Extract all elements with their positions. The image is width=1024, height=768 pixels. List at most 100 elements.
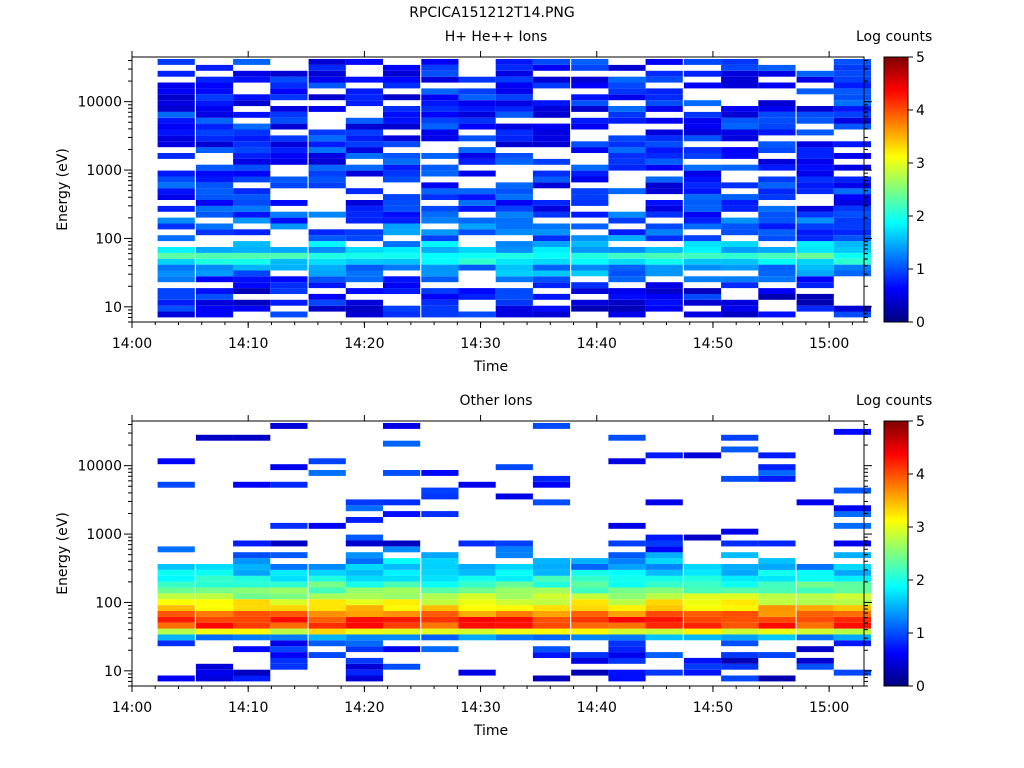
heatmap-cell <box>458 569 496 576</box>
heatmap-cell <box>645 593 683 600</box>
heatmap-cell <box>458 616 496 623</box>
heatmap-cell <box>195 147 234 153</box>
heatmap-cell <box>608 188 646 195</box>
heatmap-cell <box>571 634 609 641</box>
heatmap-cell <box>758 616 796 623</box>
heatmap-cell <box>833 194 871 200</box>
heatmap-cell <box>308 611 346 617</box>
heatmap-cell <box>495 581 533 588</box>
heatmap-cell <box>308 129 346 136</box>
heatmap-cell <box>345 59 383 65</box>
heatmap-cell <box>721 205 759 212</box>
heatmap-cell <box>683 194 722 200</box>
heatmap-cell <box>532 258 571 265</box>
heatmap-cell <box>683 599 722 606</box>
heatmap-cell <box>308 64 346 71</box>
heatmap-cell <box>571 305 609 312</box>
heatmap-cell <box>157 599 195 606</box>
heatmap-cell <box>608 657 646 664</box>
heatmap-cell <box>157 264 195 271</box>
x-tick-label: 15:00 <box>809 700 849 716</box>
heatmap-cell <box>458 88 496 95</box>
heatmap-cell <box>833 200 871 206</box>
heatmap-cell <box>233 94 271 101</box>
heatmap-cell <box>157 100 195 107</box>
heatmap-cell <box>308 211 346 218</box>
heatmap-cell <box>645 59 683 65</box>
colorbar-tick-label: 1 <box>916 626 925 642</box>
heatmap-cell <box>345 76 383 83</box>
heatmap-cell <box>571 100 609 107</box>
heatmap-cell <box>833 522 871 529</box>
heatmap-cell <box>383 546 421 553</box>
heatmap-cell <box>495 611 533 617</box>
heatmap-cell <box>270 147 308 153</box>
heatmap-cell <box>157 123 195 130</box>
heatmap-cell <box>758 270 796 277</box>
heatmap-cell <box>495 200 533 206</box>
heatmap-cell <box>721 70 759 77</box>
y-axis-label: Energy (eV) <box>55 512 71 595</box>
heatmap-cell <box>608 258 646 265</box>
heatmap-cell <box>645 76 683 83</box>
x-axis-label: Time <box>473 723 508 739</box>
heatmap-cell <box>383 135 421 142</box>
heatmap-cell <box>833 487 871 494</box>
heatmap-cell <box>532 129 571 136</box>
heatmap-cell <box>571 270 609 277</box>
heatmap-cell <box>645 611 683 617</box>
heatmap-cell <box>758 82 796 89</box>
heatmap-cell <box>796 611 834 617</box>
heatmap-cell <box>721 475 759 482</box>
heatmap-cell <box>608 669 646 676</box>
heatmap-cell <box>721 252 759 259</box>
heatmap-cell <box>645 270 683 277</box>
heatmap-cell <box>571 106 609 112</box>
colorbar-tick-label: 2 <box>916 573 925 589</box>
heatmap-cell <box>571 599 609 606</box>
heatmap-cell <box>157 581 195 588</box>
heatmap-cell <box>270 652 308 658</box>
heatmap-cell <box>383 611 421 617</box>
heatmap-cell <box>721 634 759 641</box>
heatmap-cell <box>833 223 871 230</box>
heatmap-cell <box>608 458 646 465</box>
heatmap-cell <box>833 428 871 435</box>
heatmap-cell <box>157 258 195 265</box>
heatmap-cell <box>345 164 383 171</box>
heatmap-cell <box>833 82 871 89</box>
heatmap-cell <box>645 622 683 629</box>
heatmap-cell <box>645 223 683 230</box>
heatmap-cell <box>721 652 759 658</box>
heatmap-cell <box>608 540 646 547</box>
heatmap-cell <box>458 587 496 594</box>
heatmap-cell <box>608 82 646 89</box>
heatmap-cell <box>383 564 421 570</box>
heatmap-cell <box>608 293 646 300</box>
heatmap-cell <box>383 499 421 506</box>
heatmap-cell <box>495 223 533 230</box>
heatmap-cell <box>495 564 533 570</box>
x-tick-label: 14:50 <box>693 700 733 716</box>
colorbar-tick-label: 5 <box>916 50 925 66</box>
heatmap-cell <box>796 76 834 83</box>
heatmap-cell <box>383 94 421 101</box>
heatmap-cell <box>796 264 834 271</box>
heatmap-cell <box>683 575 722 582</box>
heatmap-cell <box>532 247 571 253</box>
heatmap-cell <box>495 628 533 635</box>
heatmap-cell <box>233 188 271 195</box>
heatmap-cell <box>608 117 646 124</box>
heatmap-cell <box>721 564 759 570</box>
heatmap-cell <box>532 211 571 218</box>
heatmap-cell <box>157 223 195 230</box>
heatmap-cell <box>308 247 346 253</box>
y-tick-label: 100 <box>95 231 122 247</box>
heatmap-cell <box>796 270 834 277</box>
heatmap-cell <box>195 299 234 306</box>
heatmap-cell <box>532 652 571 658</box>
heatmap-cell <box>532 64 571 71</box>
heatmap-cell <box>195 111 234 118</box>
heatmap-cell <box>195 82 234 89</box>
heatmap-cell <box>833 616 871 623</box>
